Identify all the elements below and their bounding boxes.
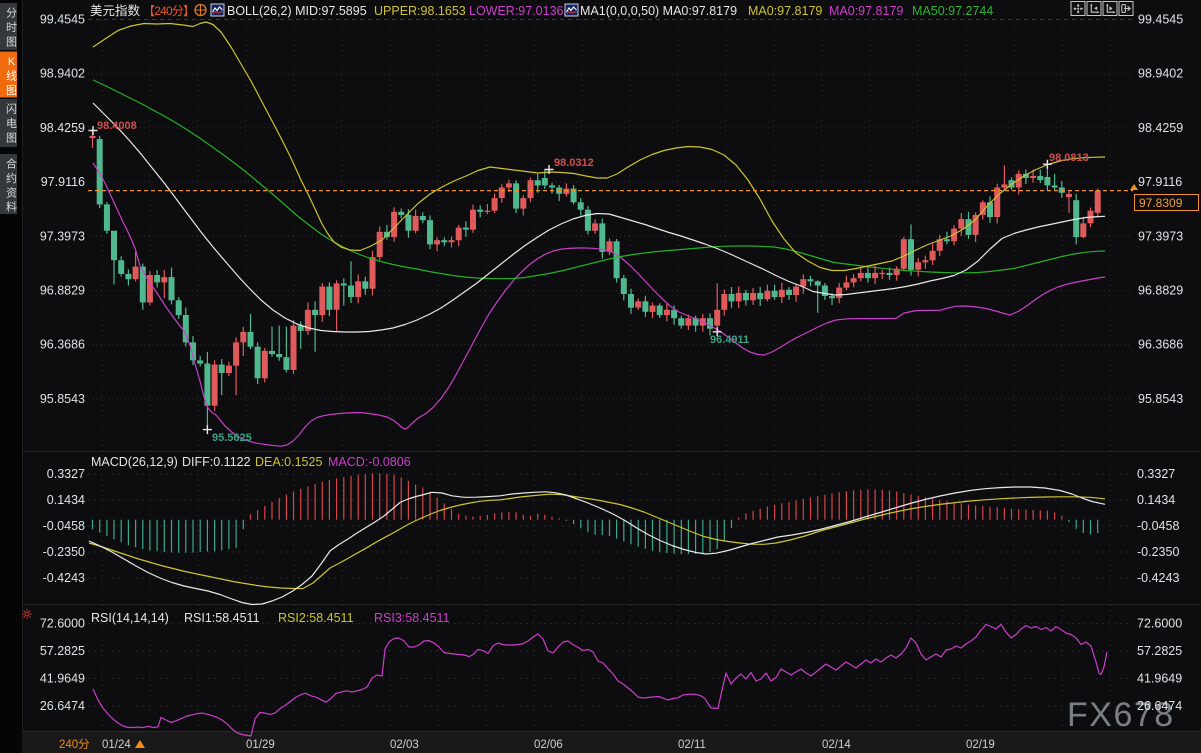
svg-text:FX678: FX678 [1067, 696, 1175, 734]
svg-text:02/03: 02/03 [390, 739, 419, 751]
svg-text:95.8543: 95.8543 [1138, 392, 1183, 406]
svg-text:96.4911: 96.4911 [710, 334, 749, 346]
svg-text:图: 图 [6, 131, 17, 144]
svg-text:图: 图 [6, 35, 17, 48]
svg-text:-0.0458: -0.0458 [1137, 519, 1179, 533]
svg-text:02/14: 02/14 [822, 739, 851, 751]
svg-text:97.9116: 97.9116 [1138, 175, 1182, 189]
svg-text:-0.0458: -0.0458 [43, 519, 85, 533]
svg-text:MA1(0,0,0,50) MA0:97.8179: MA1(0,0,0,50) MA0:97.8179 [580, 4, 737, 18]
svg-text:98.9402: 98.9402 [40, 67, 85, 81]
svg-text:DEA:0.1525: DEA:0.1525 [255, 455, 322, 469]
svg-text:02/06: 02/06 [534, 739, 563, 751]
svg-text:MA0:97.8179: MA0:97.8179 [829, 4, 903, 18]
svg-text:【240分】: 【240分】 [143, 4, 194, 18]
svg-text:98.0312: 98.0312 [554, 157, 594, 169]
svg-text:26.6474: 26.6474 [40, 699, 85, 713]
svg-text:RSI2:58.4511: RSI2:58.4511 [278, 611, 354, 625]
svg-text:-0.2350: -0.2350 [43, 545, 85, 559]
svg-text:98.4008: 98.4008 [97, 120, 137, 132]
svg-text:美元指数: 美元指数 [90, 3, 141, 18]
svg-text:99.4545: 99.4545 [40, 13, 85, 27]
svg-text:95.8543: 95.8543 [40, 392, 85, 406]
svg-text:97.9116: 97.9116 [41, 175, 85, 189]
svg-text:96.8829: 96.8829 [1138, 284, 1183, 298]
svg-text:MA50:97.2744: MA50:97.2744 [912, 4, 993, 18]
svg-text:约: 约 [6, 172, 17, 185]
svg-text:-0.4243: -0.4243 [43, 571, 85, 585]
svg-text:MACD(26,12,9): MACD(26,12,9) [91, 455, 178, 469]
svg-text:资: 资 [6, 186, 17, 199]
svg-text:97.3973: 97.3973 [1138, 229, 1183, 243]
svg-text:0.1434: 0.1434 [47, 493, 85, 507]
svg-text:MACD:-0.0806: MACD:-0.0806 [328, 455, 411, 469]
svg-text:-0.4243: -0.4243 [1137, 571, 1179, 585]
svg-text:57.2825: 57.2825 [40, 644, 85, 658]
svg-text:时: 时 [6, 21, 17, 34]
svg-text:02/11: 02/11 [678, 739, 706, 751]
svg-text:分: 分 [6, 7, 17, 20]
svg-text:98.0813: 98.0813 [1049, 152, 1089, 164]
svg-text:72.6000: 72.6000 [40, 617, 85, 631]
svg-text:0.3327: 0.3327 [1137, 467, 1175, 481]
svg-text:98.9402: 98.9402 [1138, 67, 1183, 81]
svg-text:98.4259: 98.4259 [1138, 121, 1183, 135]
svg-text:96.3686: 96.3686 [40, 338, 85, 352]
svg-text:02/19: 02/19 [966, 739, 995, 751]
svg-text:RSI3:58.4511: RSI3:58.4511 [374, 611, 450, 625]
svg-text:MA0:97.8179: MA0:97.8179 [748, 4, 822, 18]
svg-text:72.6000: 72.6000 [1137, 617, 1182, 631]
svg-text:96.8829: 96.8829 [40, 284, 85, 298]
svg-text:BOLL(26,2) MID:97.5895: BOLL(26,2) MID:97.5895 [227, 4, 367, 18]
svg-text:01/29: 01/29 [246, 739, 275, 751]
svg-text:26.6474: 26.6474 [1137, 699, 1182, 713]
svg-text:57.2825: 57.2825 [1137, 644, 1182, 658]
svg-text:97.3973: 97.3973 [40, 229, 85, 243]
svg-text:0.1434: 0.1434 [1137, 493, 1175, 507]
svg-text:闪: 闪 [6, 102, 17, 116]
svg-text:240分: 240分 [59, 738, 90, 751]
svg-text:电: 电 [6, 117, 17, 130]
svg-text:99.4545: 99.4545 [1138, 13, 1183, 27]
svg-text:料: 料 [6, 200, 17, 214]
svg-text:0.3327: 0.3327 [47, 467, 85, 481]
svg-text:41.9649: 41.9649 [1137, 672, 1182, 686]
svg-text:98.4259: 98.4259 [40, 121, 85, 135]
svg-text:97.8309: 97.8309 [1139, 196, 1183, 210]
svg-text:-0.2350: -0.2350 [1137, 545, 1179, 559]
svg-text:UPPER:98.1653: UPPER:98.1653 [374, 4, 466, 18]
svg-text:合: 合 [6, 157, 17, 171]
svg-text:K: K [8, 56, 16, 68]
svg-text:图: 图 [6, 84, 17, 97]
svg-text:DIFF:0.1122: DIFF:0.1122 [182, 455, 251, 469]
svg-text:01/24: 01/24 [102, 739, 131, 751]
svg-text:线: 线 [6, 68, 17, 82]
svg-text:96.3686: 96.3686 [1138, 338, 1183, 352]
svg-text:RSI(14,14,14): RSI(14,14,14) [91, 611, 169, 625]
svg-text:41.9649: 41.9649 [40, 672, 85, 686]
svg-text:95.5625: 95.5625 [212, 432, 252, 444]
svg-text:LOWER:97.0136: LOWER:97.0136 [469, 4, 564, 18]
svg-text:RSI1:58.4511: RSI1:58.4511 [184, 611, 260, 625]
